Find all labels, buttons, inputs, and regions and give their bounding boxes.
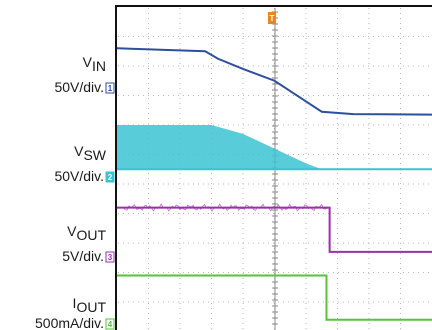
channel-1-label: VIN (83, 54, 106, 74)
channel-2-marker (105, 171, 115, 183)
channel-4-marker-text: 4 (108, 320, 113, 329)
channel-3-scale: 5V/div. (62, 248, 104, 264)
channel-2-marker-text: 2 (108, 173, 113, 182)
channel-4-subscript: OUT (76, 299, 106, 315)
plot-frame (115, 5, 432, 330)
vout-noise (122, 203, 328, 212)
trigger-marker: T (268, 12, 276, 24)
channel-4-scale: 500mA/div. (35, 315, 104, 330)
channel-4-symbol: I (73, 295, 77, 311)
channel-3-marker (105, 251, 115, 263)
channel-2-scale: 50V/div. (54, 168, 104, 184)
channel-1-subscript: IN (92, 58, 106, 74)
vsw-envelope (117, 125, 322, 170)
traces (116, 47, 432, 321)
channel-2-symbol: V (74, 143, 84, 159)
channel-4-marker (105, 318, 115, 330)
trace-ch4 (117, 274, 432, 321)
channel-1-scale: 50V/div. (54, 79, 104, 95)
channel-2-subscript: SW (83, 147, 106, 163)
channel-4-label: IOUT (73, 295, 107, 315)
trace-ch3 (117, 206, 432, 253)
channel-3-symbol: V (67, 223, 77, 239)
channel-1-marker (105, 82, 115, 94)
channel-1-symbol: V (83, 54, 93, 70)
channel-3-label: VOUT (67, 223, 106, 243)
channel-2-label: VSW (74, 143, 107, 163)
trigger-marker-text: T (270, 14, 275, 23)
channel-3-marker-text: 3 (108, 253, 113, 262)
channel-1-marker-text: 1 (108, 84, 113, 93)
trace-ch1 (116, 47, 432, 116)
channel-3-subscript: OUT (76, 227, 106, 243)
